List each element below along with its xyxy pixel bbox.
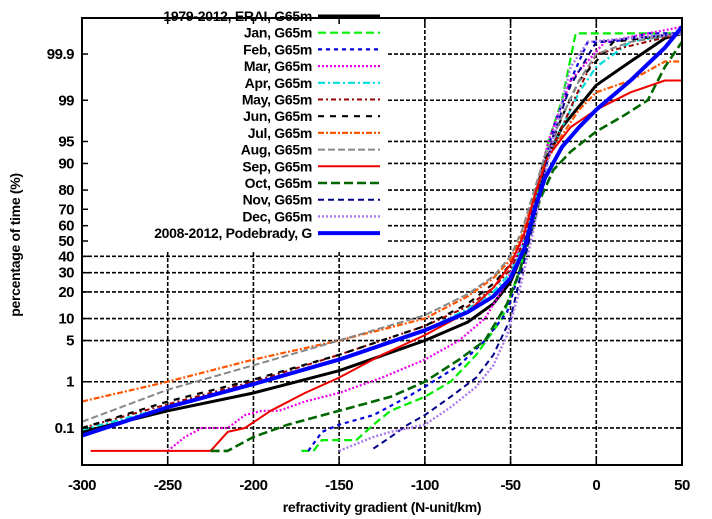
series-line-14	[82, 25, 682, 438]
legend-entry: Jul, G65m	[248, 125, 380, 141]
y-tick-label: 30	[58, 265, 74, 282]
legend-label: Sep, G65m	[242, 158, 312, 174]
y-axis-label: percentage of time (%)	[7, 173, 23, 317]
x-tick-label: -100	[411, 477, 439, 494]
legend-entry: Feb, G65m	[243, 41, 380, 57]
legend-entry: Sep, G65m	[242, 158, 380, 174]
series-line-9	[82, 32, 682, 423]
legend-entry: 1979-2012, ERAI, G65m	[163, 8, 380, 24]
y-tick-label: 40	[58, 248, 74, 265]
series-line-2	[301, 32, 682, 452]
x-tick-label: 50	[674, 477, 690, 494]
legend-label: Dec, G65m	[242, 208, 312, 224]
y-tick-label: 10	[58, 311, 74, 328]
y-tick-label: 70	[58, 201, 74, 218]
legend-label: Jan, G65m	[244, 25, 312, 41]
x-axis-label: refractivity gradient (N-unit/km)	[283, 499, 482, 515]
legend-label: Feb, G65m	[243, 41, 312, 57]
legend-entry: Mar, G65m	[244, 58, 380, 74]
x-tick-label: 0	[592, 477, 600, 494]
legend-label: May, G65m	[242, 92, 312, 108]
y-tick-label: 5	[66, 333, 74, 350]
y-tick-label: 90	[58, 155, 74, 172]
y-tick-label: 20	[58, 284, 74, 301]
series-line-13	[338, 32, 682, 453]
y-tick-label: 95	[58, 133, 74, 150]
x-tick-label: -50	[500, 477, 520, 494]
x-tick-label: -300	[68, 477, 96, 494]
legend-entry: Nov, G65m	[243, 192, 380, 208]
legend-entry: Aug, G65m	[241, 142, 380, 158]
series-line-7	[82, 32, 682, 430]
y-tick-label: 99	[58, 92, 74, 109]
legend-label: Mar, G65m	[244, 58, 312, 74]
y-tick-label: 80	[58, 182, 74, 199]
legend-entry: May, G65m	[242, 92, 380, 108]
y-tick-label: 0.1	[55, 420, 75, 437]
x-tick-label: -250	[154, 477, 182, 494]
legend-label: 1979-2012, ERAI, G65m	[163, 8, 312, 24]
legend-entry: Oct, G65m	[245, 175, 380, 191]
legend-label: Jul, G65m	[248, 125, 312, 141]
legend-entry: Apr, G65m	[245, 75, 380, 91]
series-line-6	[82, 32, 682, 429]
legend-entry: Jan, G65m	[244, 25, 380, 41]
series-layer	[82, 25, 682, 453]
y-tick-label: 60	[58, 218, 74, 235]
series-line-4	[167, 25, 682, 452]
legend-entry: 2008-2012, Podebrady, G	[154, 225, 380, 241]
y-tick-label: 1	[66, 374, 74, 391]
legend-label: 2008-2012, Podebrady, G	[154, 225, 312, 241]
legend-label: Jun, G65m	[243, 108, 312, 124]
legend-label: Aug, G65m	[241, 142, 312, 158]
series-line-8	[82, 60, 682, 403]
legend-entry: Jun, G65m	[243, 108, 380, 124]
legend-label: Apr, G65m	[245, 75, 312, 91]
x-tick-label: -150	[325, 477, 353, 494]
series-line-12	[372, 32, 682, 450]
legend-label: Oct, G65m	[245, 175, 312, 191]
legend-label: Nov, G65m	[243, 192, 312, 208]
series-line-11	[210, 41, 682, 453]
legend-entry: Dec, G65m	[242, 208, 380, 224]
x-axis-ticks: -300 -250 -200 -150 -100 -50 0 50	[68, 18, 690, 494]
x-tick-label: -200	[239, 477, 267, 494]
y-tick-label: 99.9	[47, 46, 74, 63]
y-tick-label: 50	[58, 233, 74, 250]
